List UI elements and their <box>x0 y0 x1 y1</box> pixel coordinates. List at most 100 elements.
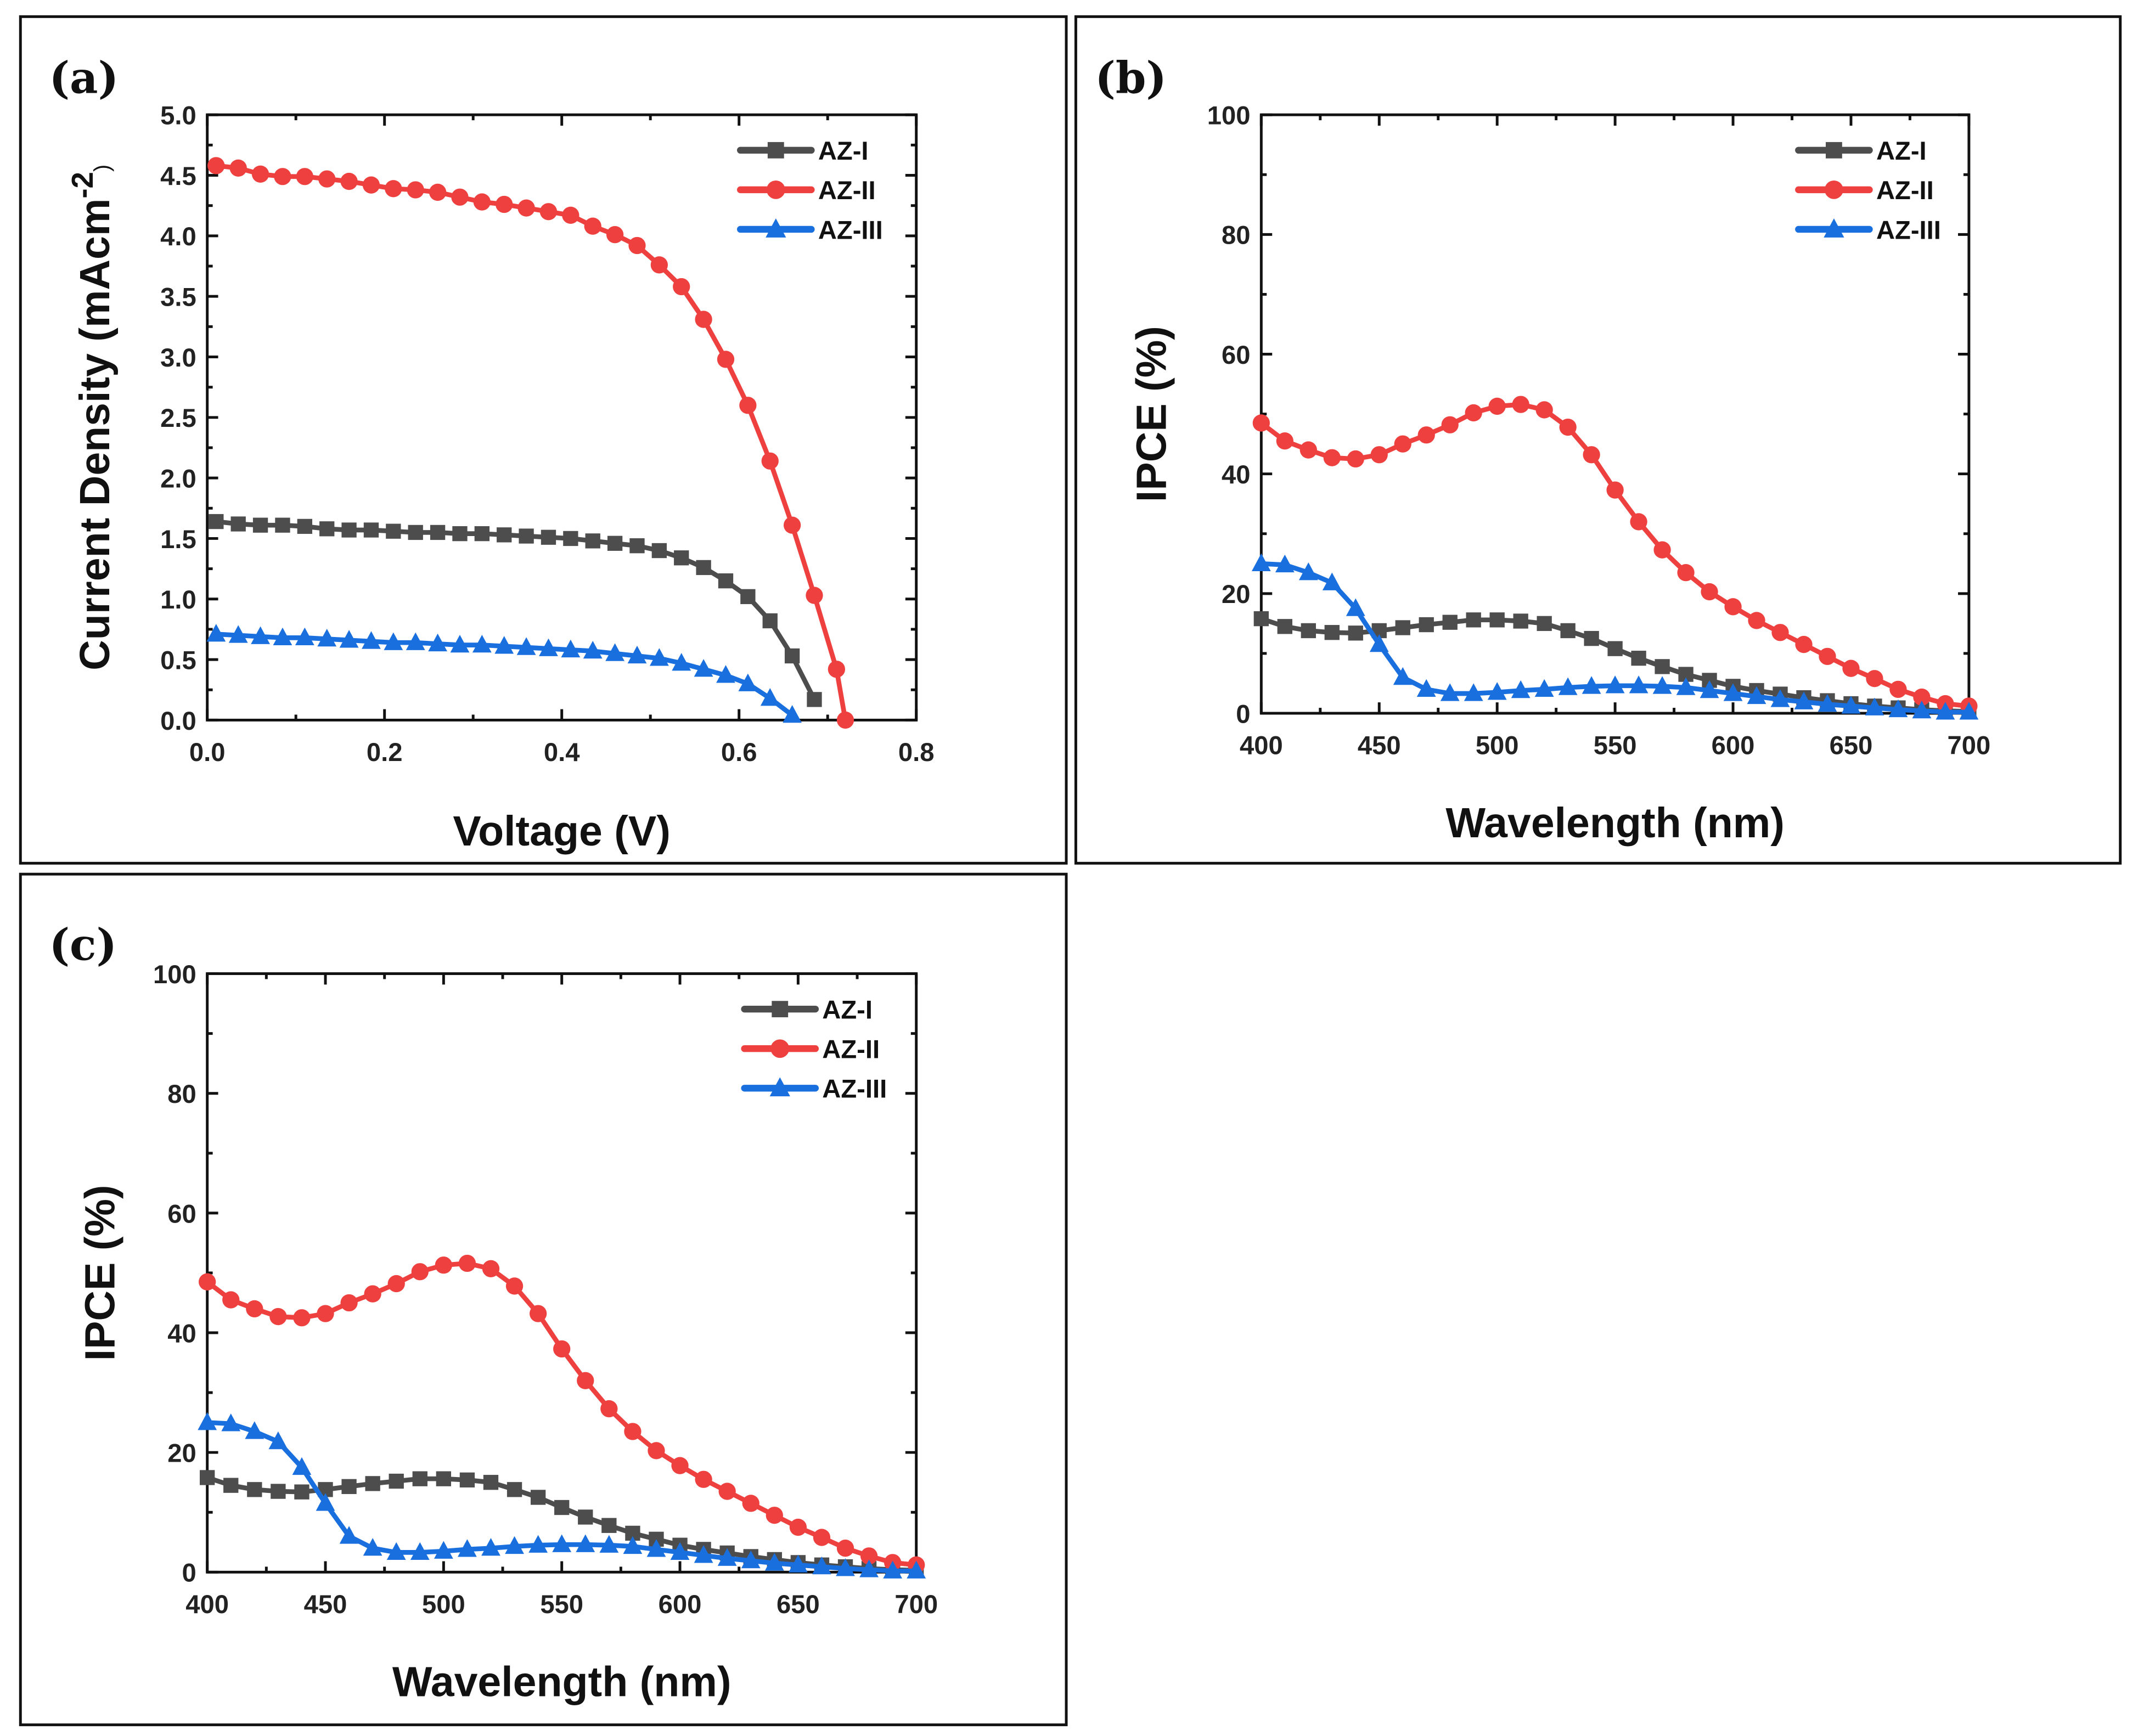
data-point-square <box>275 517 290 533</box>
data-point-square <box>1560 623 1576 639</box>
data-point-circle <box>269 1307 287 1326</box>
legend-item-az-iii: AZ-III <box>1795 216 1941 245</box>
data-point-circle <box>1771 624 1789 641</box>
y-axis-title-text: IPCE (%) <box>1128 326 1175 502</box>
x-tick-label: 550 <box>1594 731 1637 760</box>
data-point-square <box>1513 613 1528 629</box>
data-point-triangle <box>1770 689 1790 707</box>
data-point-triangle <box>528 1535 548 1553</box>
y-tick-label: 0 <box>182 1559 196 1588</box>
panel-frame <box>1074 15 2122 865</box>
x-tick-label: 0.4 <box>544 738 580 767</box>
data-point-triangle <box>1582 676 1601 694</box>
data-point-square <box>651 543 667 559</box>
data-point-square <box>1301 623 1316 639</box>
data-point-triangle <box>198 1412 217 1430</box>
data-point-square <box>365 1476 380 1491</box>
chart-panel-a: (a) 0.0 0.2 0.4 0.6 0.8 0.0 0.5 1.0 1.5 2.0 2.5 3.0 3… <box>19 15 1068 865</box>
y-axis-title-text: IPCE (%) <box>77 1185 124 1361</box>
plot-area <box>206 113 918 722</box>
data-point-circle <box>385 180 402 198</box>
data-point-circle <box>340 172 358 190</box>
data-point-circle <box>836 711 854 729</box>
data-point-square <box>459 1472 475 1488</box>
data-point-triangle <box>206 624 226 642</box>
data-point-circle <box>496 195 513 213</box>
data-point-circle <box>1299 441 1317 459</box>
legend-label: AZ-I <box>818 137 869 166</box>
data-point-circle <box>600 1400 618 1418</box>
x-axis-title: Wavelength (nm) <box>392 1658 732 1705</box>
data-point-circle <box>296 168 313 185</box>
data-point-triangle <box>1346 598 1365 616</box>
data-point-circle <box>1819 647 1836 666</box>
legend-label: AZ-III <box>818 216 883 245</box>
legend-item-az-ii: AZ-II <box>736 176 876 205</box>
data-point-triangle <box>694 1545 713 1563</box>
x-tick-label: 450 <box>1358 731 1401 760</box>
data-point-square <box>585 533 600 549</box>
data-point-triangle <box>428 633 447 652</box>
data-point-triangle <box>1652 676 1672 694</box>
data-point-circle <box>1913 688 1931 706</box>
data-point-triangle <box>316 1493 335 1511</box>
legend-label: AZ-II <box>1876 176 1934 205</box>
data-point-triangle <box>386 1542 406 1560</box>
data-point-square <box>541 529 556 545</box>
y-tick-label: 80 <box>167 1080 196 1109</box>
y-tick-label: 1.0 <box>160 585 196 615</box>
y-tick-label: 4.5 <box>160 162 196 191</box>
data-point-triangle <box>458 1539 477 1557</box>
legend-item-az-i: AZ-I <box>1795 137 1927 166</box>
data-point-circle <box>739 397 757 414</box>
data-point-triangle <box>605 643 624 661</box>
data-point-circle <box>624 1423 642 1440</box>
data-point-triangle <box>812 1556 831 1575</box>
data-point-circle <box>1535 401 1553 419</box>
legend-item-az-ii: AZ-II <box>741 1035 880 1064</box>
data-point-square <box>696 560 711 576</box>
y-tick-label: 100 <box>1207 102 1251 131</box>
data-point-square <box>497 527 512 543</box>
data-point-circle <box>451 188 469 206</box>
data-point-circle <box>318 170 336 188</box>
data-point-square <box>762 613 778 629</box>
series-az-ii <box>199 1254 925 1574</box>
data-point-circle <box>783 516 801 534</box>
data-point-triangle <box>883 1560 903 1579</box>
data-point-circle <box>806 587 823 604</box>
data-point-circle <box>1488 397 1506 415</box>
data-point-circle <box>673 278 690 296</box>
data-point-square <box>629 538 645 554</box>
data-point-triangle <box>505 1536 524 1554</box>
data-point-circle <box>1323 449 1341 466</box>
data-point-square <box>1489 612 1505 628</box>
data-point-square <box>1277 619 1292 634</box>
series-az-i <box>209 514 822 707</box>
x-axis-title: Voltage (V) <box>453 808 671 855</box>
data-point-square <box>319 521 335 537</box>
data-point-square <box>386 523 401 539</box>
legend-label: AZ-I <box>822 996 873 1025</box>
series-line <box>206 1475 916 1573</box>
data-point-square <box>740 589 756 605</box>
data-point-circle <box>1559 418 1577 436</box>
data-point-circle <box>1748 612 1765 629</box>
data-point-triangle <box>576 1534 595 1552</box>
data-point-circle <box>1653 541 1671 559</box>
data-point-square <box>1537 616 1552 632</box>
series-line <box>216 519 817 701</box>
data-point-circle <box>229 159 247 177</box>
data-point-triangle <box>1416 679 1436 697</box>
y-tick-label: 2.5 <box>160 404 196 433</box>
data-point-square <box>341 522 357 538</box>
data-point-circle <box>1347 450 1364 468</box>
data-point-square <box>1584 630 1599 646</box>
series-az-iii <box>198 1412 926 1579</box>
y-tick-label: 20 <box>167 1439 196 1468</box>
data-point-square <box>1348 625 1363 641</box>
data-point-triangle <box>1959 702 1979 720</box>
data-point-triangle <box>769 1077 790 1097</box>
data-point-triangle <box>339 1526 359 1544</box>
